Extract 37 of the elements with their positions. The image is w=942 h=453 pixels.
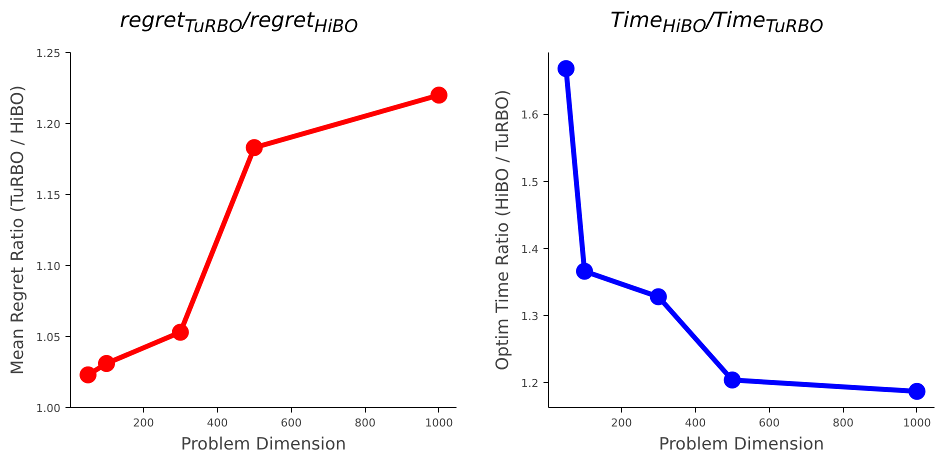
y-tick-label: 1.20	[36, 118, 61, 131]
y-tick-label: 1.10	[36, 260, 61, 273]
y-tick-label: 1.15	[36, 189, 61, 202]
point	[98, 354, 116, 372]
x-tick-label: 800	[354, 416, 376, 430]
y-tick-label: 1.5	[521, 176, 539, 189]
x-axis-title: Problem Dimension	[658, 434, 824, 453]
chart-title: Time$_{HiBO}$/Time$_{TuRBO}$	[610, 7, 824, 40]
point	[80, 366, 97, 384]
y-tick-label: 1.2	[521, 377, 539, 390]
x-tick-label: 400	[206, 416, 228, 430]
point	[430, 86, 448, 104]
x-tick-label: 200	[610, 416, 632, 430]
y-tick-label: 1.00	[36, 402, 61, 415]
point	[246, 139, 263, 156]
y-tick-label: 1.05	[36, 331, 61, 344]
x-tick-label: 1000	[902, 416, 931, 430]
y-tick-label: 1.25	[36, 47, 61, 60]
y-tick-label: 1.4	[521, 242, 539, 256]
y-tick-label: 1.3	[521, 310, 539, 324]
y-axis-title: Mean Regret Ratio (TuRBO / HiBO)	[8, 85, 28, 375]
point	[576, 262, 594, 280]
x-tick-label: 400	[684, 416, 706, 430]
point	[650, 288, 667, 306]
chart-title: regret$_{TuRBO}$/regret$_{HiBO}$	[118, 7, 360, 40]
point	[558, 60, 575, 78]
x-tick-label: 200	[132, 416, 154, 430]
x-tick-label: 600	[280, 416, 302, 430]
y-tick-label: 1.6	[521, 108, 539, 122]
point	[172, 324, 189, 341]
point	[908, 382, 926, 400]
x-axis-title: Problem Dimension	[180, 434, 346, 453]
x-tick-label: 600	[758, 416, 780, 430]
x-tick-label: 1000	[424, 416, 453, 430]
y-axis-title: Optim Time Ratio (HiBO / TuRBO)	[493, 90, 514, 370]
x-tick-label: 800	[832, 416, 854, 430]
point	[724, 372, 741, 388]
